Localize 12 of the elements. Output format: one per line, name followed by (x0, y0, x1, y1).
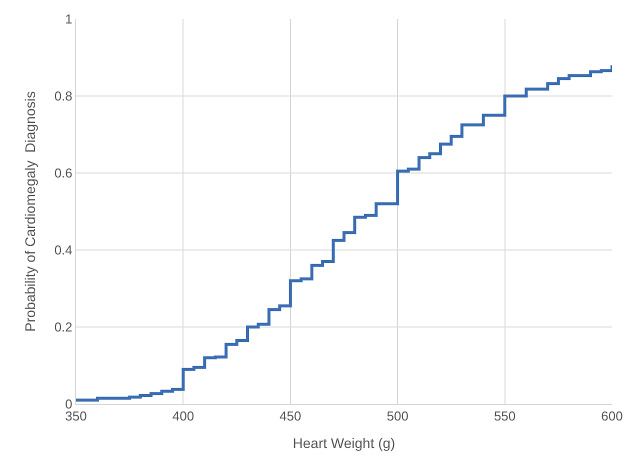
y-tick-label: 0.8 (54, 88, 72, 104)
x-tick-label: 600 (601, 408, 623, 424)
x-tick-label: 500 (386, 408, 408, 424)
y-tick-label: 0.4 (54, 242, 72, 258)
y-axis-title: Probability of Cardiomegaly Diagnosis (22, 91, 38, 332)
x-tick-label: 400 (172, 408, 194, 424)
x-tick-label: 550 (494, 408, 516, 424)
y-tick-label: 1 (65, 12, 72, 27)
x-tick-label: 450 (280, 408, 302, 424)
y-tick-label: 0.2 (54, 320, 72, 335)
x-axis-title: Heart Weight (g) (292, 434, 396, 451)
y-tick-label: 0.6 (54, 166, 72, 181)
